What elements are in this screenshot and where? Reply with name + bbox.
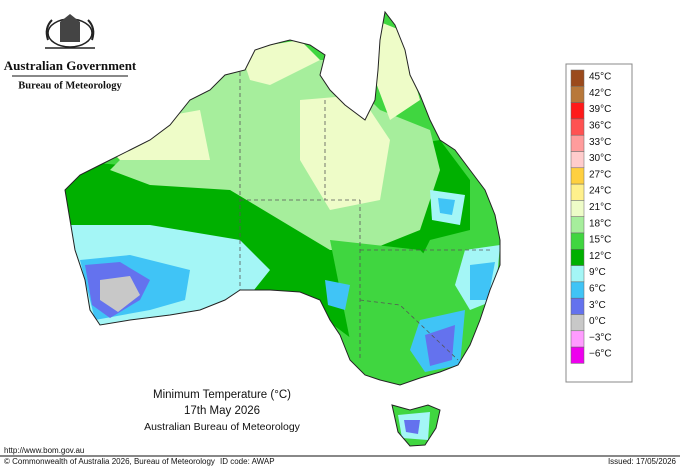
legend-label: 39°C [589,104,611,115]
footer-issued: Issued: 17/05/2026 [608,457,677,466]
legend-label: 27°C [589,169,611,180]
legend-swatch [570,216,585,234]
legend-label: 21°C [589,202,611,213]
legend-label: 45°C [589,72,611,83]
legend-swatch [570,151,585,169]
header-government: Australian Government [4,58,137,73]
legend-swatch [570,297,585,315]
crest [45,14,95,49]
legend: 45°C 42°C 39°C 36°C 33°C 30°C 27°C 24°C 21°C 18°C… [570,69,612,364]
footer-id: ID code: AWAP [220,457,275,466]
legend-swatch [570,232,585,250]
legend-label: −6°C [589,349,612,360]
legend-swatch [570,330,585,348]
legend-label: 9°C [589,267,606,278]
legend-label: 18°C [589,218,611,229]
legend-label: 6°C [589,284,606,295]
legend-swatch [570,249,585,266]
header-agency: Bureau of Meteorology [18,80,122,91]
title-date: 17th May 2026 [184,405,260,417]
legend-label: 12°C [589,251,611,262]
legend-label: 30°C [589,153,611,164]
legend-label: 3°C [589,300,606,311]
legend-swatch [570,167,585,185]
title-line: Minimum Temperature (°C) [153,389,291,401]
legend-label: 0°C [589,316,606,327]
footer-copyright: © Commonwealth of Australia 2026, Bureau… [4,457,215,466]
legend-label: 36°C [589,121,611,132]
legend-swatch [570,118,585,136]
legend-swatch [570,86,585,103]
legend-label: 33°C [589,137,611,148]
legend-label: 24°C [589,186,611,197]
legend-swatch [570,314,585,332]
legend-swatch [570,265,585,283]
legend-label: 42°C [589,88,611,99]
legend-swatch [570,69,585,87]
state-borders [239,72,490,361]
legend-swatch [570,200,585,217]
legend-swatch [570,134,585,152]
title-source: Australian Bureau of Meteorology [144,421,301,433]
legend-label: −3°C [589,332,612,343]
legend-swatch [570,346,585,364]
legend-swatch [570,281,585,299]
legend-label: 15°C [589,235,611,246]
legend-swatch [570,102,585,120]
footer-url: http://www.bom.gov.au [4,446,84,455]
legend-swatch [570,183,585,201]
